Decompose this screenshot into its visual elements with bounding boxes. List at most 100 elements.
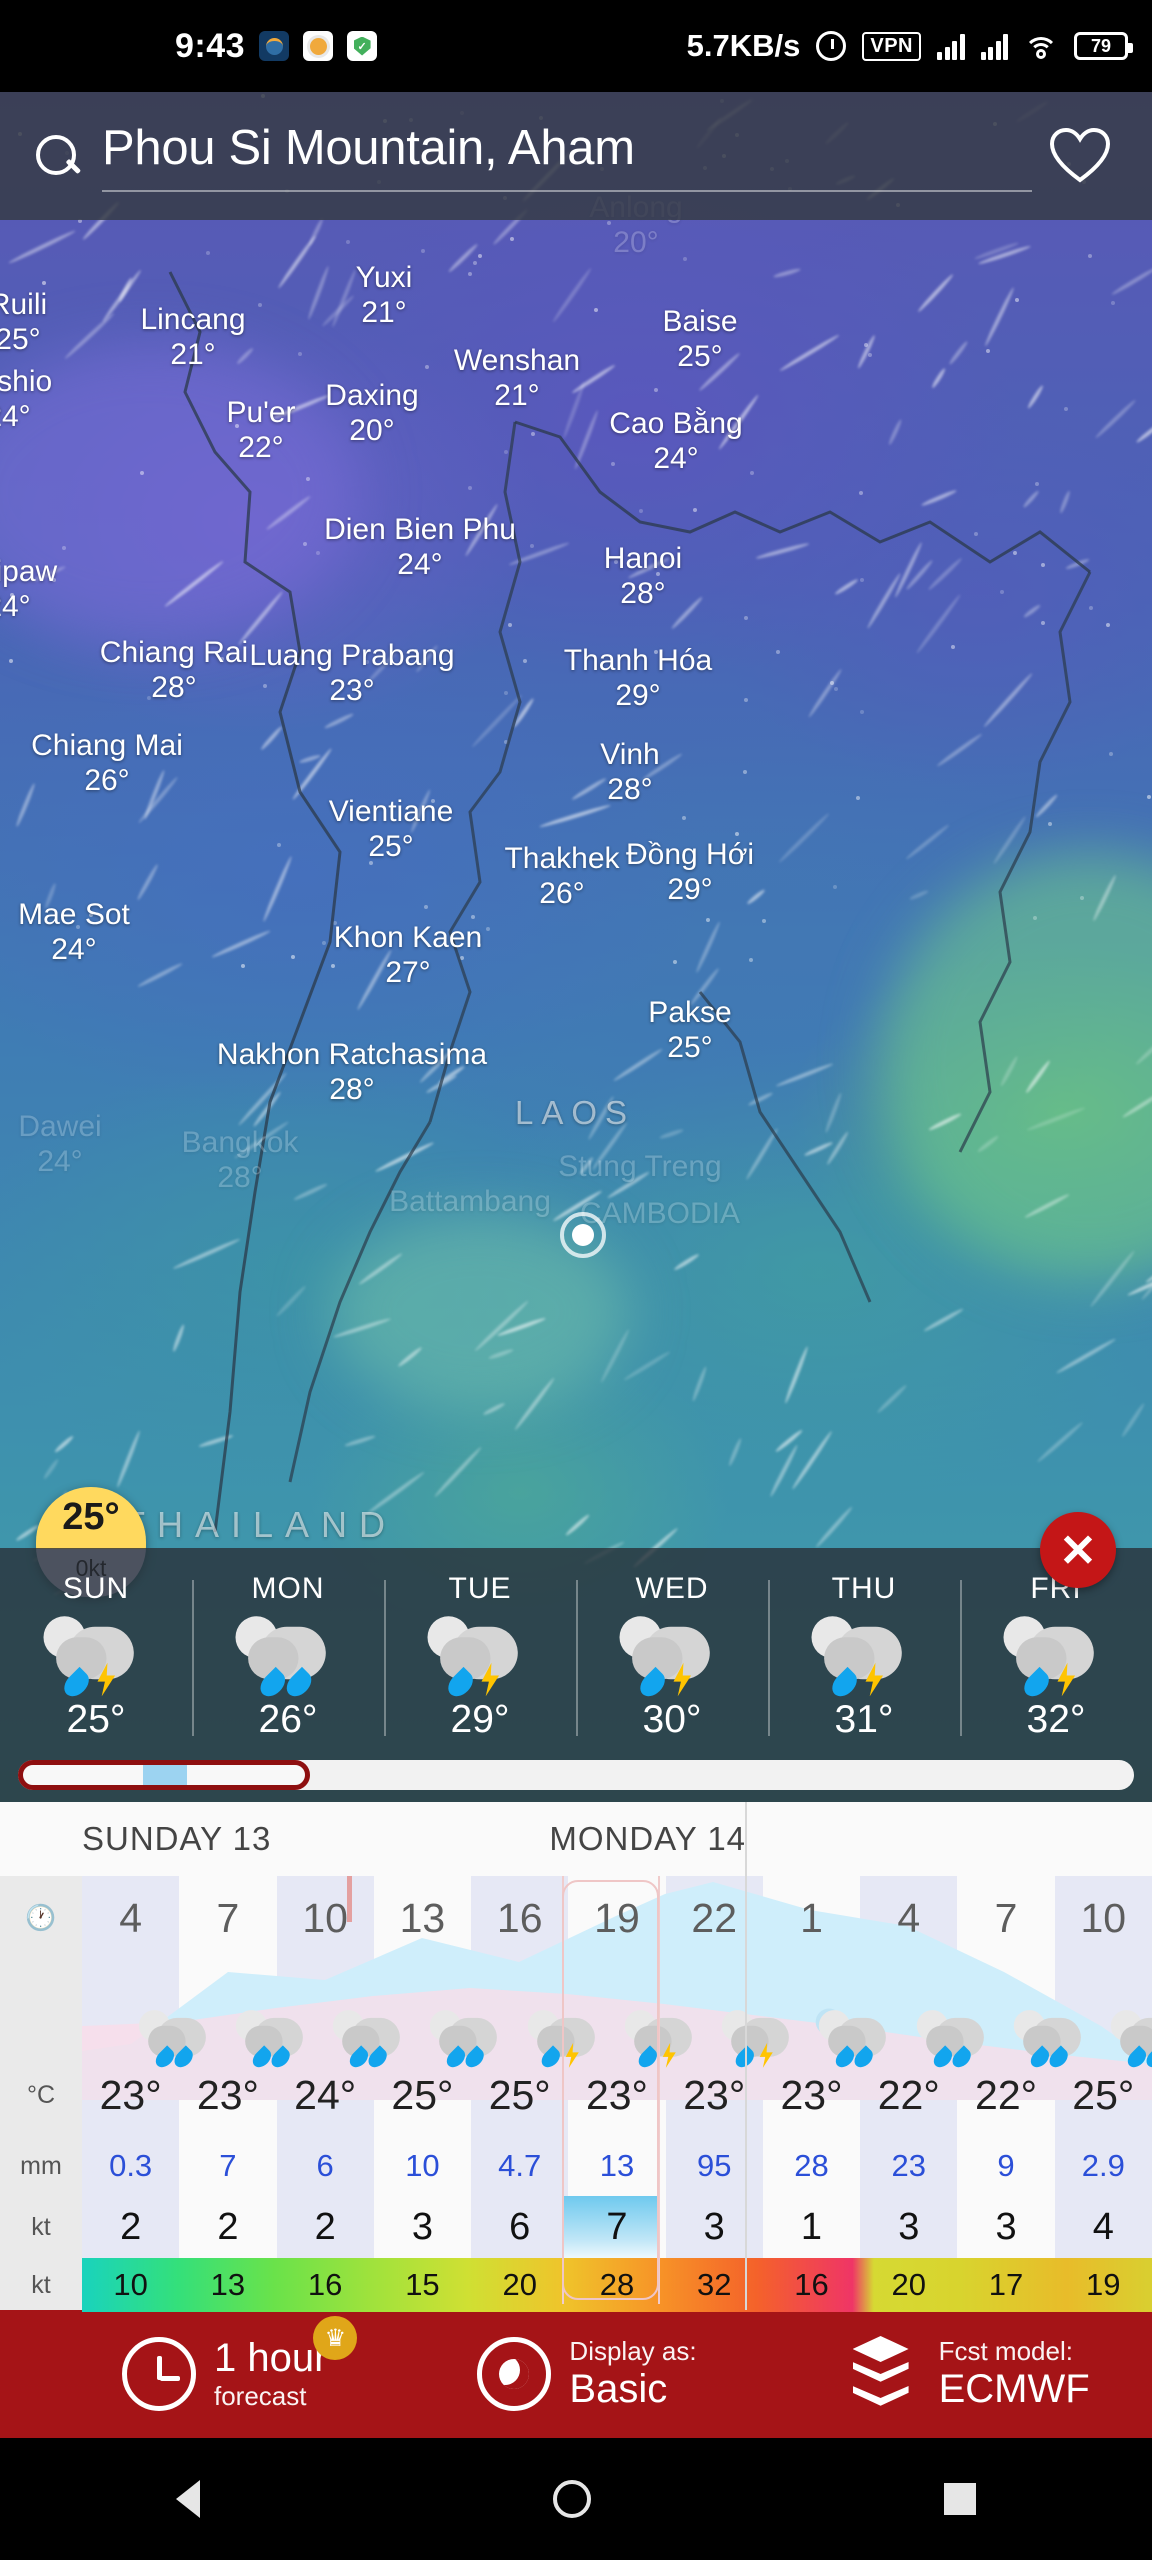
forecast-row-wind: kt 2 2 2 3 6 7 3 1 3 3 4 [0,2196,1152,2258]
battery-icon: 79 [1074,32,1133,60]
city-temp: 29° [667,873,713,907]
map-city-label: Nakhon Ratchasima 28° [217,1037,487,1108]
forecast-precip: 6 [316,2148,334,2183]
forecast-temp: 22° [975,2071,1038,2118]
forecast-hour: 4 [119,1894,143,1941]
selection-line-left [562,1876,564,2304]
daily-cell[interactable]: FRI 32° [960,1558,1152,1748]
daily-cell[interactable]: SUN 25° [0,1558,192,1748]
city-temp: 25° [677,340,723,374]
city-temp: 24° [653,442,699,476]
recents-icon[interactable] [943,2483,976,2515]
city-temp: 26° [84,764,130,798]
search-icon[interactable] [34,133,80,179]
city-temp: 24° [397,548,443,582]
map-city-label: Đồng Hới 29° [626,837,754,908]
city-name: Hanoi [603,542,683,575]
daily-day-name: WED [635,1572,709,1605]
home-icon[interactable] [552,2480,591,2518]
map-city-label: Chiang Rai 28° [100,635,248,706]
map-city-label: Pu'er 22° [226,395,295,466]
map-city-label: Lincang 21° [140,302,245,373]
selection-line-right [658,1876,660,2304]
daily-row: SUN 25° MON 26° TUE 29° WED 30° THU 31° FRI 32° [0,1548,1152,1748]
forecast-gust: 32 [696,2267,732,2302]
map-city-label: Yuxi 21° [356,260,413,331]
forecast-temp: 23° [683,2071,746,2118]
forecast-interval-button[interactable]: 1 hour ♛ forecast [122,2316,358,2412]
city-name: Khon Kaen [333,921,483,954]
hourly-forecast-table[interactable]: SUNDAY 13 MONDAY 14 🕐 4 7 10 13 16 19 22 1 4 7 10 … [0,1802,1152,2384]
map-city-label: Ruili25° [0,287,47,358]
map-city-label: Vinh 28° [600,737,660,808]
city-temp: 24° [51,933,97,967]
forecast-interval-label: forecast [214,2381,307,2411]
city-temp: 25° [667,1031,713,1065]
forecast-wind: 3 [995,2205,1017,2248]
forecast-gust: 17 [988,2267,1024,2302]
forecast-precip: 10 [405,2148,440,2183]
close-icon[interactable]: ✕ [1040,1512,1116,1588]
daily-temp: 25° [66,1698,126,1741]
forecast-wind: 6 [509,2205,531,2248]
city-temp: 26° [539,877,585,911]
search-header[interactable]: Phou Si Mountain, Aham [0,92,1152,220]
city-name: Daxing [325,379,419,412]
forecast-temp: 23° [99,2071,162,2118]
forecast-wind: 4 [1092,2205,1114,2248]
forecast-gust: 10 [113,2267,148,2302]
city-name: Lincang [140,303,246,336]
timeline-scrollbar[interactable] [18,1760,1134,1790]
daily-cell[interactable]: THU 31° [768,1558,960,1748]
forecast-temp: 24° [294,2071,357,2118]
android-nav-bar[interactable] [0,2438,1152,2560]
back-icon[interactable] [176,2480,201,2518]
thunderstorm-rain-icon [417,1612,543,1701]
city-name: Đồng Hới [625,838,755,871]
map-country-borders [168,271,1092,1533]
network-speed: 5.7KB/s [686,28,801,63]
map-city-label: Thanh Hóa 29° [564,643,712,714]
forecast-grid: 🕐 4 7 10 13 16 19 22 1 4 7 10 °C 23° 23° 24° 25° 25° 23… [0,1876,1152,2384]
search-input[interactable]: Phou Si Mountain, Aham [102,120,1032,192]
daily-cell[interactable]: WED 30° [576,1558,768,1748]
display-mode-button[interactable]: Display as: Basic [477,2336,697,2412]
map-city-label: Vientiane 25° [329,794,454,865]
city-name: Thakhek [504,842,620,875]
map-faded-label: Battambang [389,1185,551,1218]
map-city-label: Luang Prabang 23° [249,638,454,709]
daily-temp: 32° [1026,1698,1086,1741]
rain-icon [225,1612,351,1701]
forecast-model-value: ECMWF [938,2367,1090,2411]
daily-forecast-strip[interactable]: SUN 25° MON 26° TUE 29° WED 30° THU 31° FRI 32° [0,1548,1152,1802]
map-city-label: Daxing 20° [325,378,418,449]
vpn-icon: VPN [862,31,921,61]
daily-cell[interactable]: MON 26° [192,1558,384,1748]
forecast-precip: 23 [891,2148,926,2183]
map-faded-label: Dawei 24° [18,1110,102,1179]
daily-cell[interactable]: TUE 29° [384,1558,576,1748]
forecast-hour: 7 [994,1894,1018,1941]
forecast-gust: 19 [1086,2267,1121,2302]
city-temp: 27° [385,956,431,990]
city-name: Cao Bằng [609,407,743,440]
city-name: Mae Sot [18,898,130,931]
unit-celsius: °C [0,2054,82,2136]
heart-icon[interactable] [1049,127,1111,184]
map-city-label: Dien Bien Phu 24° [324,512,516,583]
bottom-toolbar[interactable]: 1 hour ♛ forecast Display as: Basic Fcst … [0,2310,1152,2438]
scrollbar-thumb[interactable] [18,1760,310,1790]
city-temp: 20° [349,414,395,448]
daily-temp: 26° [258,1698,318,1741]
map-faded-label: Stung Treng [558,1150,722,1183]
wifi-icon [1024,33,1058,59]
forecast-model-button[interactable]: Fcst model: ECMWF [847,2334,1090,2414]
forecast-interval-value: 1 hour ♛ [214,2316,358,2381]
clock-icon [122,2337,196,2411]
layers-icon [847,2334,921,2414]
city-name: Lashio [0,365,53,398]
forecast-precip: 0.3 [109,2148,153,2183]
forecast-wind: 3 [411,2205,433,2248]
alarm-icon [816,31,847,61]
forecast-gust: 28 [599,2267,635,2302]
